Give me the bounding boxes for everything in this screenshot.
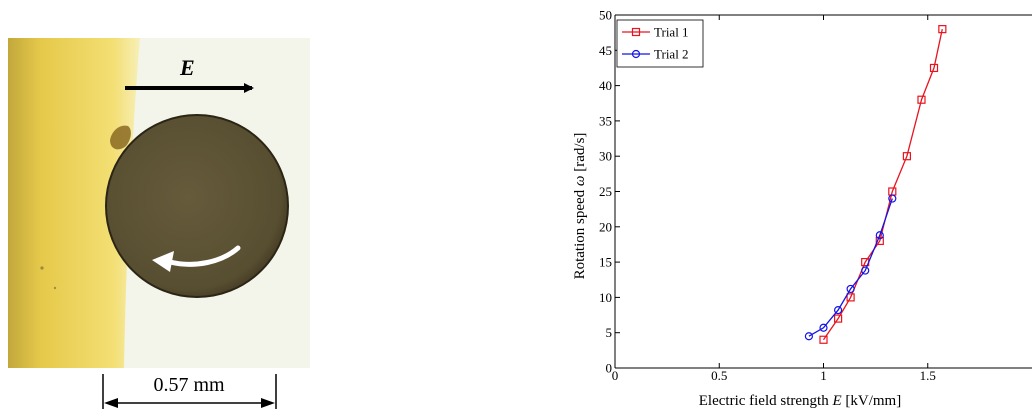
legend-trial2-label: Trial 2 [654, 47, 689, 62]
particle-photo-panel: E 0.57 mm [8, 38, 310, 409]
data-point-trial-1 [846, 293, 855, 302]
electrode-yellow-region [8, 38, 140, 368]
rotation-speed-chart: 0 5 10 15 20 25 30 35 40 45 50 0 0.5 1 1.5 Trial 1 Tri… [572, 8, 1032, 409]
data-point-trial-2 [819, 323, 828, 332]
legend-trial1-label: Trial 1 [654, 25, 689, 40]
y-axis-label-prefix: Rotation speed [572, 189, 588, 279]
debris-speck [40, 266, 44, 270]
y-tick-label: 50 [599, 8, 612, 23]
data-point-trial-2 [833, 306, 843, 315]
y-axis-label: Rotation speed ω [rad/s] [572, 133, 588, 280]
y-axis-label-symbol: ω [572, 175, 588, 186]
data-point-trial-2 [875, 231, 884, 240]
y-tick-label: 35 [599, 113, 612, 128]
data-point-trial-1 [833, 314, 843, 323]
legend-trial1-marker [631, 27, 641, 37]
x-axis-label-prefix: Electric field strength [699, 393, 829, 409]
scale-bar-label: 0.57 mm [153, 374, 225, 396]
field-label: E [179, 55, 195, 80]
x-axis-label-unit: [kV/mm] [845, 393, 901, 409]
y-tick-label: 15 [599, 255, 612, 270]
data-point-trial-1 [917, 95, 926, 104]
x-tick-label: 0 [612, 368, 619, 383]
debris-speck [53, 286, 57, 290]
data-point-trial-2 [846, 284, 855, 294]
y-axis-label-unit: [rad/s] [572, 133, 588, 172]
scale-bar-left-arrowhead [104, 398, 118, 408]
series-line-trial-2 [808, 198, 893, 337]
y-tick-label: 30 [599, 149, 612, 164]
particle-disc [105, 114, 289, 298]
data-point-trial-1 [819, 335, 828, 344]
x-tick-label: 0.5 [711, 368, 727, 383]
particle-edge-blob [110, 125, 131, 150]
y-tick-label: 5 [606, 325, 613, 340]
data-point-trial-1 [938, 25, 947, 34]
y-tick-label: 0 [606, 361, 613, 376]
data-point-trial-2 [861, 266, 870, 275]
y-tick-label: 10 [599, 290, 612, 305]
scale-bar-right-arrowhead [261, 398, 275, 408]
data-point-trial-2 [804, 332, 814, 341]
y-tick-label: 45 [599, 43, 612, 58]
legend-box [616, 19, 704, 68]
series-line-trial-1 [822, 28, 943, 341]
x-axis-label: Electric field strength E [kV/mm] [699, 393, 901, 409]
rotation-arrowhead-icon [152, 251, 174, 272]
data-point-trial-2 [888, 194, 897, 203]
x-tick-label: 1.5 [920, 368, 936, 383]
chart-legend: Trial 1 Trial 2 [616, 19, 704, 68]
data-point-trial-1 [902, 152, 911, 161]
rotation-arrow-icon [167, 245, 241, 267]
y-tick-label: 40 [599, 78, 612, 93]
legend-trial2-marker [631, 49, 641, 59]
y-tick-label: 20 [599, 219, 612, 234]
data-point-trial-1 [875, 236, 884, 246]
x-tick-label: 1 [820, 368, 827, 383]
y-tick-label: 25 [599, 184, 612, 199]
data-point-trial-1 [929, 63, 939, 73]
x-axis-label-symbol: E [831, 393, 841, 409]
